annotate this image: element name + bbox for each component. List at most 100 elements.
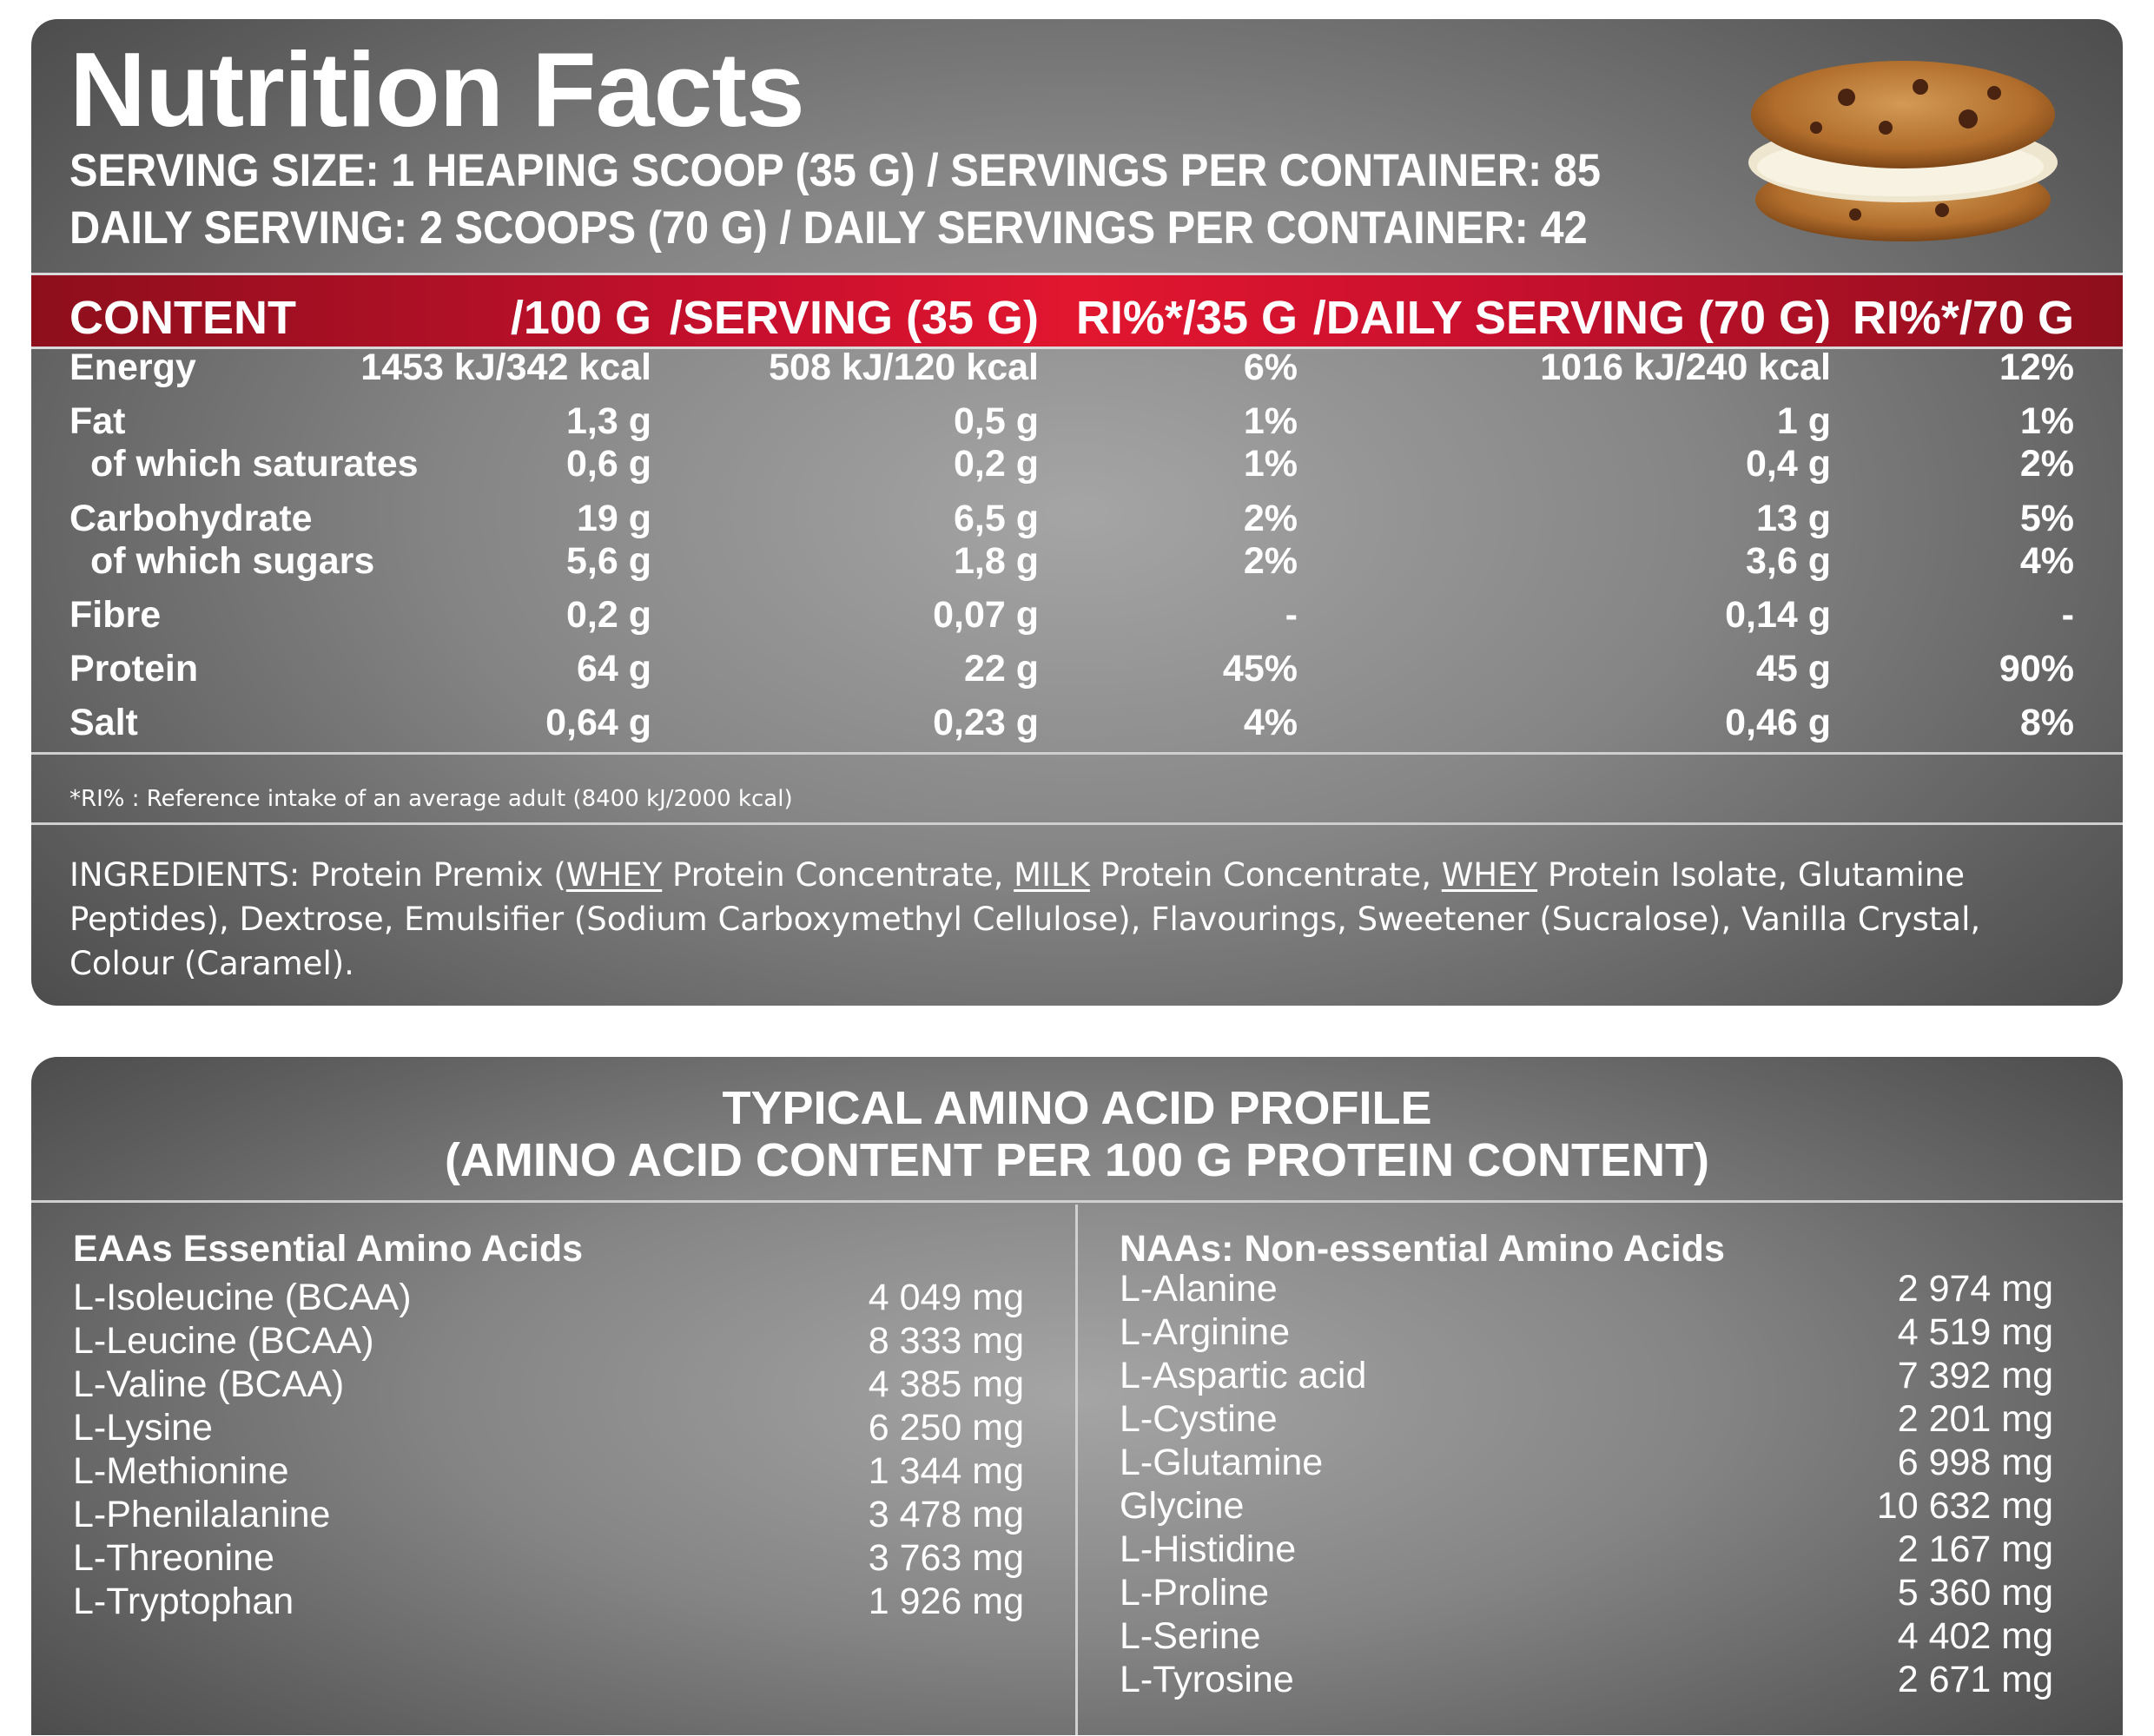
divider [31, 822, 2123, 825]
divider [31, 752, 2123, 755]
header-daily-serving: /DAILY SERVING (70 G) [1312, 292, 1831, 344]
ingredients-part: Protein Concentrate, [662, 856, 1014, 894]
row-ri-35: 6% [1243, 347, 1298, 388]
row-label: Protein [69, 648, 199, 690]
row-per-serving: 0,5 g [954, 400, 1039, 442]
list-item-value: 2 201 mg [1897, 1398, 2053, 1440]
daily-serving-line: DAILY SERVING: 2 SCOOPS (70 G) / DAILY S… [69, 202, 1588, 254]
list-item-value: 4 049 mg [868, 1277, 1024, 1318]
row-per-serving: 22 g [963, 648, 1039, 690]
table-row: of which saturates 0,6 g 0,2 g 1% 0,4 g … [31, 446, 2123, 489]
table-row: Salt 0,64 g 0,23 g 4% 0,46 g 8% [31, 704, 2123, 748]
row-ri-70: 2% [2019, 443, 2074, 485]
row-daily: 0,14 g [1725, 594, 1831, 636]
list-item: L-Tyrosine [1120, 1659, 1294, 1700]
row-per-serving: 508 kJ/120 kcal [769, 347, 1039, 388]
allergen-milk: MILK [1014, 856, 1090, 894]
list-item: L-Cystine [1120, 1398, 1278, 1440]
row-daily: 1 g [1776, 400, 1831, 442]
ingredients-part: Protein Isolate, Glutamine Peptides), De… [69, 856, 1981, 982]
table-header-bar: CONTENT /100 G /SERVING (35 G) RI%*/35 G… [31, 273, 2123, 349]
list-item-value: 3 478 mg [868, 1494, 1024, 1535]
amino-title: TYPICAL AMINO ACID PROFILE [722, 1082, 1432, 1134]
row-per-100g: 19 g [576, 498, 651, 539]
nutrition-facts-panel: Nutrition Facts SERVING SIZE: 1 HEAPING … [31, 19, 2123, 1006]
table-row: Carbohydrate 19 g 6,5 g 2% 13 g 5% [31, 500, 2123, 544]
row-label: of which sugars [90, 540, 375, 582]
row-per-serving: 6,5 g [954, 498, 1039, 539]
row-ri-35: - [1285, 594, 1298, 636]
list-item: L-Isoleucine (BCAA) [73, 1277, 412, 1318]
list-item-value: 2 671 mg [1897, 1659, 2053, 1700]
list-item-value: 6 250 mg [868, 1407, 1024, 1449]
row-ri-35: 2% [1243, 498, 1298, 539]
row-per-100g: 1453 kJ/342 kcal [360, 347, 651, 388]
row-per-serving: 1,8 g [954, 540, 1039, 582]
serving-size-line: SERVING SIZE: 1 HEAPING SCOOP (35 G) / S… [69, 145, 1601, 196]
ingredients-text: INGREDIENTS: Protein Premix ( WHEY Protei… [69, 853, 2093, 986]
ingredients-part: Protein Concentrate, [1089, 856, 1442, 894]
column-divider [1075, 1205, 1078, 1735]
list-item: L-Aspartic acid [1120, 1355, 1367, 1396]
row-per-100g: 1,3 g [566, 400, 651, 442]
list-item: L-Proline [1120, 1572, 1270, 1614]
row-per-100g: 0,6 g [566, 443, 651, 485]
list-item: L-Valine (BCAA) [73, 1363, 345, 1405]
list-item-value: 3 763 mg [868, 1537, 1024, 1579]
table-row: Protein 64 g 22 g 45% 45 g 90% [31, 650, 2123, 694]
amino-acid-panel: TYPICAL AMINO ACID PROFILE (AMINO ACID C… [31, 1057, 2123, 1735]
list-item: L-Phenilalanine [73, 1494, 331, 1535]
row-per-serving: 0,07 g [933, 594, 1039, 636]
header-ri-35: RI%*/35 G [1075, 292, 1298, 344]
header-per-100g: /100 G [510, 292, 651, 344]
row-label: Carbohydrate [69, 498, 313, 539]
list-item: L-Glutamine [1120, 1442, 1324, 1483]
essential-heading: EAAs Essential Amino Acids [73, 1228, 584, 1270]
list-item: L-Arginine [1120, 1311, 1290, 1353]
cookie-sandwich-image [1748, 61, 2058, 241]
row-ri-35: 1% [1243, 400, 1298, 442]
table-row: Energy 1453 kJ/342 kcal 508 kJ/120 kcal … [31, 349, 2123, 393]
row-ri-35: 45% [1222, 648, 1298, 690]
row-ri-70: 12% [1999, 347, 2074, 388]
row-ri-70: 4% [2019, 540, 2074, 582]
list-item-value: 7 392 mg [1897, 1355, 2053, 1396]
table-row: Fat 1,3 g 0,5 g 1% 1 g 1% [31, 403, 2123, 446]
list-item: L-Histidine [1120, 1528, 1297, 1570]
row-daily: 45 g [1755, 648, 1831, 690]
list-item-value: 1 344 mg [868, 1450, 1024, 1492]
list-item-value: 8 333 mg [868, 1320, 1024, 1362]
list-item: L-Methionine [73, 1450, 289, 1492]
table-row: Fibre 0,2 g 0,07 g - 0,14 g - [31, 597, 2123, 640]
row-daily: 13 g [1755, 498, 1831, 539]
row-per-serving: 0,2 g [954, 443, 1039, 485]
footnote: *RI% : Reference intake of an average ad… [69, 786, 793, 812]
header-ri-70: RI%*/70 G [1852, 292, 2074, 344]
row-daily: 3,6 g [1746, 540, 1831, 582]
row-ri-70: - [2061, 594, 2074, 636]
list-item-value: 2 974 mg [1897, 1268, 2053, 1310]
list-item-value: 10 632 mg [1876, 1485, 2053, 1527]
page-title: Nutrition Facts [69, 30, 805, 149]
header-content: CONTENT [69, 292, 296, 344]
list-item-value: 6 998 mg [1897, 1442, 2053, 1483]
row-ri-70: 5% [2019, 498, 2074, 539]
allergen-whey: WHEY [1441, 856, 1538, 894]
row-ri-70: 8% [2019, 702, 2074, 743]
list-item: Glycine [1120, 1485, 1245, 1527]
list-item: L-Tryptophan [73, 1581, 294, 1622]
row-label: Salt [69, 702, 138, 743]
row-per-100g: 64 g [576, 648, 651, 690]
list-item-value: 1 926 mg [868, 1581, 1024, 1622]
row-per-100g: 5,6 g [566, 540, 651, 582]
list-item-value: 4 385 mg [868, 1363, 1024, 1405]
list-item: L-Alanine [1120, 1268, 1278, 1310]
row-label: Fat [69, 400, 126, 442]
ingredients-part: INGREDIENTS: Protein Premix ( [69, 856, 566, 894]
row-ri-70: 90% [1999, 648, 2074, 690]
row-ri-70: 1% [2019, 400, 2074, 442]
nonessential-heading: NAAs: Non-essential Amino Acids [1120, 1228, 1725, 1270]
row-label: of which saturates [90, 443, 419, 485]
row-per-serving: 0,23 g [933, 702, 1039, 743]
amino-subtitle: (AMINO ACID CONTENT PER 100 G PROTEIN CO… [444, 1134, 1710, 1186]
